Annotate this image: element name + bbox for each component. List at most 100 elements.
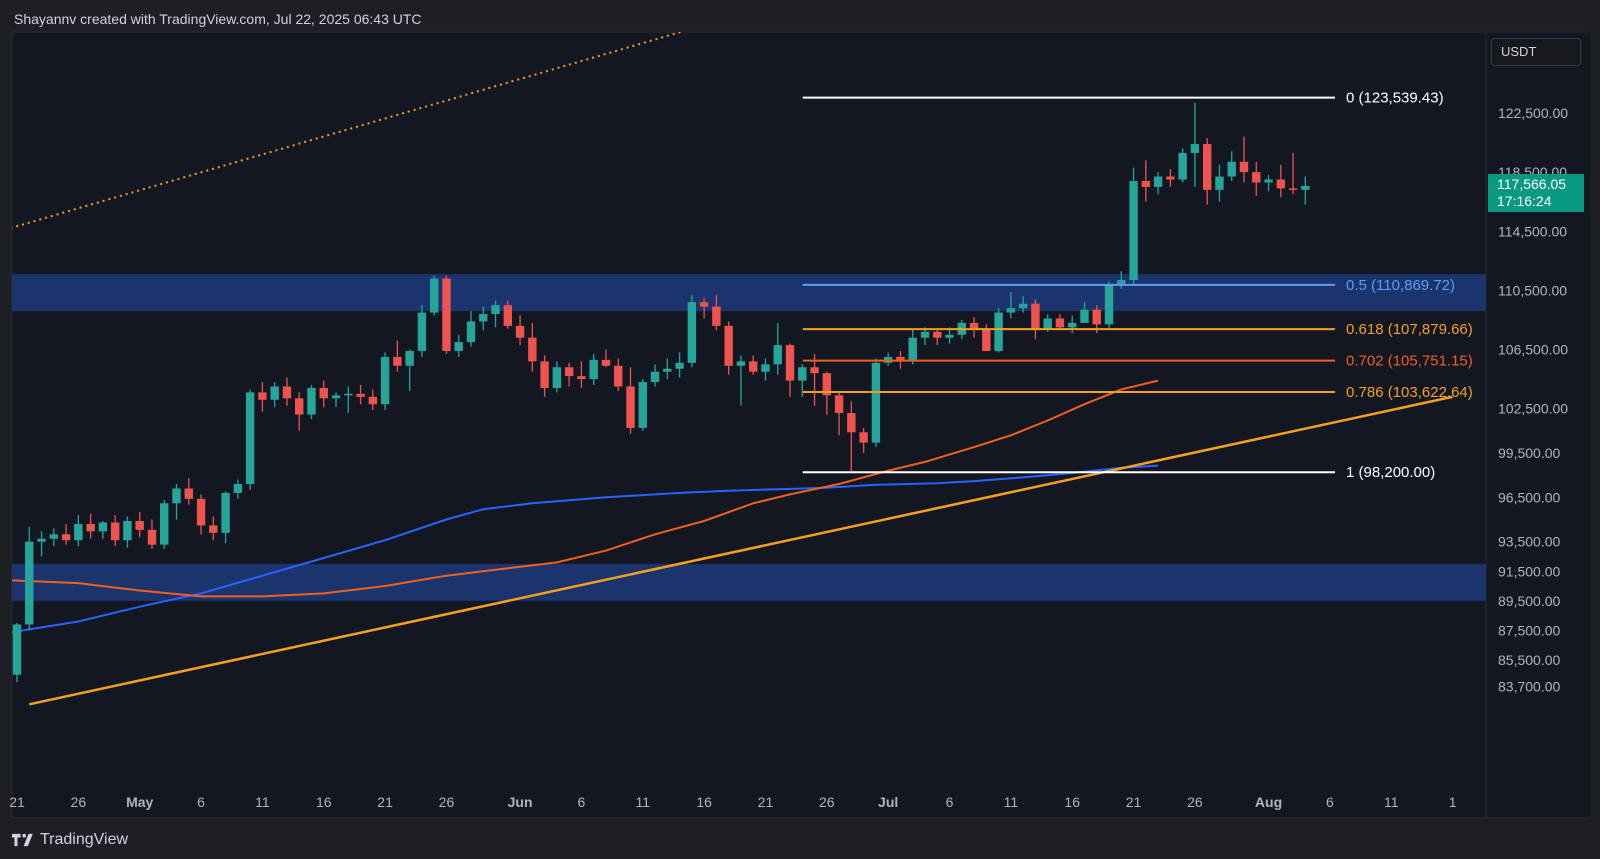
candle-body-75: [933, 331, 942, 338]
time-tick-label[interactable]: May: [126, 794, 153, 810]
candle-body-9: [123, 521, 132, 541]
candle-body-66: [822, 373, 832, 396]
candle-body-13: [172, 488, 181, 504]
candle-body-41: [515, 325, 525, 338]
candle-body-7: [98, 522, 108, 532]
candle-body-26: [331, 395, 341, 399]
time-tick-label[interactable]: 21: [758, 794, 774, 810]
time-tick-label[interactable]: Jun: [508, 794, 533, 810]
time-tick-label[interactable]: 26: [439, 794, 455, 810]
candle-body-101: [1252, 172, 1261, 183]
price-tick-label[interactable]: 99,500.00: [1498, 445, 1560, 461]
plot-background: [12, 32, 1486, 818]
time-tick-label[interactable]: 16: [316, 794, 332, 810]
time-tick-label[interactable]: 11: [1384, 794, 1399, 810]
candle-body-34: [429, 278, 439, 313]
candle-body-20: [258, 392, 267, 400]
candle-body-61: [761, 364, 770, 372]
candle-body-55: [687, 302, 697, 363]
zone-band-1: [12, 563, 1486, 601]
time-tick-label[interactable]: 11: [255, 794, 270, 810]
fibonacci-retracement[interactable]: 0 (123,539.43) 0.5 (110,869.72) 0.618 (107…: [802, 90, 1473, 482]
time-tick-label[interactable]: Aug: [1255, 794, 1282, 810]
candle-body-83: [1031, 303, 1040, 329]
price-tick-label[interactable]: 91,500.00: [1498, 563, 1560, 579]
price-tick-label[interactable]: 87,500.00: [1498, 622, 1560, 638]
candle-body-82: [1018, 303, 1028, 309]
moving-averages: [12, 379, 1159, 634]
candle-body-49: [614, 365, 623, 387]
price-tick-label[interactable]: 110,500.00: [1498, 282, 1567, 298]
candle-body-10: [135, 521, 144, 530]
price-tick-label[interactable]: 93,500.00: [1498, 534, 1560, 550]
price-tick-label[interactable]: 89,500.00: [1498, 593, 1560, 609]
support-resistance-zones: [12, 274, 1486, 601]
candle-body-2: [37, 538, 46, 542]
candle-body-63: [785, 345, 795, 381]
time-tick-label[interactable]: 16: [696, 794, 712, 810]
candle-body-79: [982, 328, 991, 351]
time-tick-label[interactable]: 26: [71, 794, 87, 810]
candle-body-18: [233, 484, 243, 493]
time-tick-label[interactable]: 11: [1004, 794, 1019, 810]
candle-body-5: [74, 523, 83, 541]
time-tick-label[interactable]: 11: [635, 794, 650, 810]
price-tick-label[interactable]: 85,500.00: [1498, 652, 1560, 668]
candle-body-99: [1227, 161, 1236, 177]
price-tick-label[interactable]: 122,500.00: [1498, 105, 1568, 121]
time-tick-label[interactable]: 26: [1187, 794, 1203, 810]
candle-body-94: [1166, 176, 1175, 180]
candle-body-45: [564, 367, 574, 377]
candle-body-17: [221, 492, 230, 533]
footer-brand-text: TradingView: [40, 831, 129, 848]
time-tick-label[interactable]: 21: [377, 794, 393, 810]
time-tick-label[interactable]: 1: [1449, 794, 1457, 810]
price-tick-label[interactable]: 96,500.00: [1498, 489, 1560, 505]
price-tick-label[interactable]: 106,500.00: [1498, 342, 1568, 358]
candle-body-98: [1215, 176, 1224, 190]
time-tick-label[interactable]: 21: [9, 794, 25, 810]
time-axis[interactable]: 21 26 May 6 11 16 21 26 Jun 6 11 16 21 26 Jul 6 11 16 21 26…: [9, 794, 1456, 810]
candle-body-69: [859, 432, 868, 443]
candle-body-39: [491, 305, 500, 315]
candle-body-25: [319, 387, 328, 399]
price-tick-label[interactable]: 114,500.00: [1498, 223, 1567, 239]
candle-body-58: [724, 325, 733, 366]
time-tick-label[interactable]: 6: [1326, 794, 1334, 810]
fib-level-label-0: 0 (123,539.43): [1346, 90, 1444, 107]
candle-body-59: [736, 361, 746, 366]
attribution-header: Shayannv created with TradingView.com, J…: [14, 11, 422, 27]
price-axis[interactable]: 122,500.00118,500.00114,500.00110,500.00…: [1498, 105, 1568, 695]
time-tick-label[interactable]: 6: [946, 794, 954, 810]
candle-body-81: [1006, 308, 1016, 313]
candle-body-104: [1288, 188, 1298, 190]
fib-level-label-4: 0.786 (103,622.64): [1346, 384, 1473, 401]
time-tick-label[interactable]: 16: [1064, 794, 1080, 810]
candle-body-15: [196, 498, 206, 526]
trendlines: [12, 32, 1453, 706]
time-tick-label[interactable]: 26: [819, 794, 835, 810]
price-tick-label[interactable]: 102,500.00: [1498, 401, 1568, 417]
candle-body-88: [1092, 309, 1101, 325]
footer-branding[interactable]: TradingView: [12, 828, 128, 852]
candle-body-91: [1129, 181, 1138, 281]
candle-body-80: [994, 312, 1003, 351]
time-tick-label[interactable]: 6: [197, 794, 205, 810]
candle-body-97: [1202, 144, 1212, 190]
time-tick-label[interactable]: 21: [1126, 794, 1142, 810]
candle-body-102: [1264, 179, 1273, 183]
time-tick-label[interactable]: Jul: [878, 794, 898, 810]
candle-body-56: [699, 302, 709, 307]
price-tick-label[interactable]: 83,700.00: [1498, 679, 1560, 695]
candle-body-64: [798, 367, 807, 381]
candle-body-87: [1080, 309, 1089, 323]
fib-level-label-1: 0.5 (110,869.72): [1346, 277, 1455, 294]
candle-body-19: [245, 392, 255, 485]
time-tick-label[interactable]: 6: [578, 794, 586, 810]
currency-selector[interactable]: USDT: [1491, 38, 1581, 66]
candle-body-35: [442, 278, 451, 351]
candle-body-40: [503, 305, 512, 326]
candle-body-86: [1068, 322, 1077, 328]
candle-body-90: [1117, 280, 1126, 285]
